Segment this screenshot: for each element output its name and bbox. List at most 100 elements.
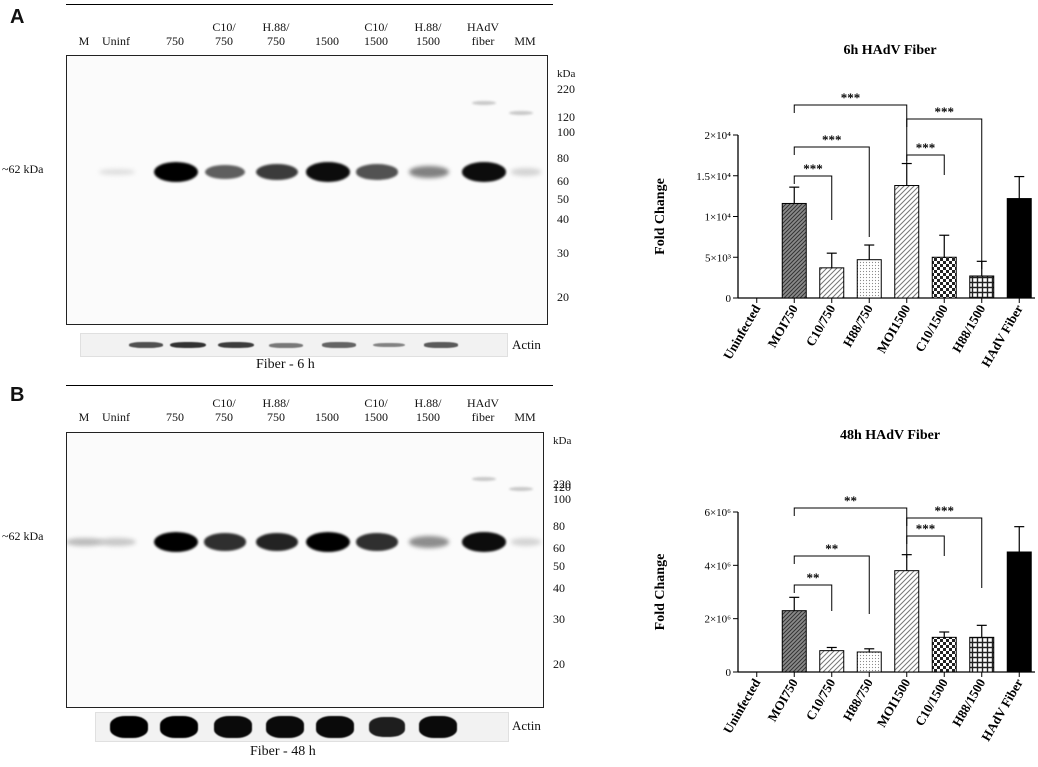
panel-letter-a: A bbox=[10, 6, 25, 28]
y-tick-label: 4×10⁶ bbox=[704, 560, 731, 572]
lane-label-line: H.88/ bbox=[414, 396, 442, 410]
lane-label: C10/750 bbox=[204, 396, 244, 424]
significance-bracket bbox=[906, 535, 945, 556]
marker-size: 80 bbox=[553, 519, 565, 533]
x-tick-label: H88/750 bbox=[840, 302, 876, 350]
panel-letter-b: B bbox=[10, 384, 25, 406]
bar bbox=[819, 650, 845, 673]
lane-label-line: 1500 bbox=[315, 34, 339, 48]
x-tick-label: MOI750 bbox=[764, 302, 800, 350]
marker-size: 30 bbox=[557, 246, 569, 260]
lane-label-line: 1500 bbox=[416, 34, 440, 48]
lane-label-line: 750 bbox=[267, 34, 285, 48]
significance-bracket bbox=[793, 555, 870, 614]
actin-band bbox=[218, 341, 254, 349]
marker-size: 30 bbox=[553, 612, 565, 626]
lane-label-line: C10/ bbox=[364, 396, 388, 410]
protein-band bbox=[306, 532, 350, 552]
protein-band bbox=[355, 533, 399, 551]
marker-size: 40 bbox=[557, 212, 569, 226]
significance-label: ** bbox=[825, 541, 838, 556]
protein-band bbox=[409, 165, 449, 179]
y-axis-label: Fold Change bbox=[653, 554, 668, 631]
significance-label: ** bbox=[807, 570, 820, 585]
ladder-smudge bbox=[472, 477, 496, 481]
significance-label: ** bbox=[844, 493, 857, 508]
chart-title: 48h HAdV Fiber bbox=[840, 428, 940, 443]
panel-a-size-label: ~62 kDa bbox=[2, 162, 44, 176]
ladder-smudge bbox=[472, 101, 496, 105]
significance-label: *** bbox=[916, 140, 936, 155]
lane-label-line: 750 bbox=[215, 410, 233, 424]
y-tick-label: 2×10⁴ bbox=[704, 130, 731, 142]
marker-size: 220 bbox=[553, 477, 571, 491]
marker-size: 220 bbox=[557, 82, 575, 96]
bar bbox=[1006, 551, 1032, 673]
significance-bracket bbox=[906, 517, 983, 588]
protein-band bbox=[98, 168, 136, 176]
lane-label-line: Uninf bbox=[102, 34, 130, 48]
lane-label-line: 750 bbox=[267, 410, 285, 424]
marker-size: 120 bbox=[557, 110, 575, 124]
protein-band bbox=[67, 537, 104, 547]
bar bbox=[856, 651, 882, 673]
x-tick-label: C10/1500 bbox=[912, 676, 951, 729]
actin-band bbox=[214, 716, 252, 738]
lane-label-line: 750 bbox=[166, 410, 184, 424]
lane-label-line: HAdV bbox=[467, 396, 499, 410]
lane-label: C10/750 bbox=[204, 20, 244, 48]
bar bbox=[819, 267, 845, 299]
bar bbox=[781, 202, 807, 299]
y-tick-label: 0 bbox=[726, 667, 732, 679]
protein-band bbox=[256, 163, 298, 181]
actin-band bbox=[266, 716, 304, 738]
lane-label: H.88/750 bbox=[256, 396, 296, 424]
lane-label-line: C10/ bbox=[212, 20, 236, 34]
lane-label-line: H.88/ bbox=[262, 396, 290, 410]
lane-label: HAdV fiber bbox=[463, 20, 503, 48]
significance-bracket bbox=[793, 584, 833, 611]
panel-b-western-blot bbox=[66, 432, 544, 708]
protein-band bbox=[306, 162, 350, 182]
lane-label: 1500 bbox=[307, 34, 347, 48]
bar bbox=[1006, 198, 1032, 299]
lane-label: MM bbox=[505, 34, 545, 48]
y-tick-label: 1×10⁴ bbox=[704, 212, 731, 224]
protein-band bbox=[511, 538, 541, 546]
x-tick-label: Uninfected bbox=[720, 301, 764, 362]
lane-label-line: fiber bbox=[471, 34, 495, 48]
bar bbox=[931, 636, 957, 673]
actin-band bbox=[423, 342, 459, 348]
y-tick-label: 5×10³ bbox=[705, 252, 732, 264]
panel-a-western-blot bbox=[66, 55, 548, 325]
actin-band bbox=[160, 716, 198, 738]
significance-bracket bbox=[793, 146, 870, 237]
bar bbox=[931, 256, 957, 299]
marker-size: 50 bbox=[557, 192, 569, 206]
marker-size: 60 bbox=[553, 541, 565, 555]
lane-label-line: H.88/ bbox=[262, 20, 290, 34]
significance-bracket bbox=[906, 154, 945, 175]
marker-size: 100 bbox=[553, 492, 571, 506]
marker-size: 20 bbox=[557, 290, 569, 304]
lane-label-line: fiber bbox=[471, 410, 495, 424]
significance-label: *** bbox=[916, 521, 936, 536]
protein-band bbox=[204, 164, 246, 180]
y-axis-label: Fold Change bbox=[653, 178, 668, 255]
lane-label-line: M bbox=[78, 410, 90, 424]
significance-label: *** bbox=[841, 90, 861, 105]
protein-band bbox=[154, 532, 198, 552]
bar bbox=[969, 275, 995, 299]
actin-band bbox=[322, 342, 356, 348]
x-tick-label: MOI1500 bbox=[874, 302, 914, 356]
x-tick-label: H88/1500 bbox=[949, 676, 988, 729]
actin-band bbox=[316, 716, 354, 738]
lane-label-line: 1500 bbox=[416, 410, 440, 424]
marker-unit: kDa bbox=[553, 435, 572, 447]
lane-label: H.88/750 bbox=[256, 20, 296, 48]
protein-band bbox=[255, 533, 299, 551]
chart-48h-hadv-fiber: 48h HAdV Fiber Fold Change 0 2×10⁶ 4×10⁶ 6×10… bbox=[653, 428, 1035, 744]
lane-label: Uninf bbox=[96, 34, 136, 48]
lane-label: MM bbox=[505, 410, 545, 424]
significance-bracket bbox=[793, 104, 908, 161]
